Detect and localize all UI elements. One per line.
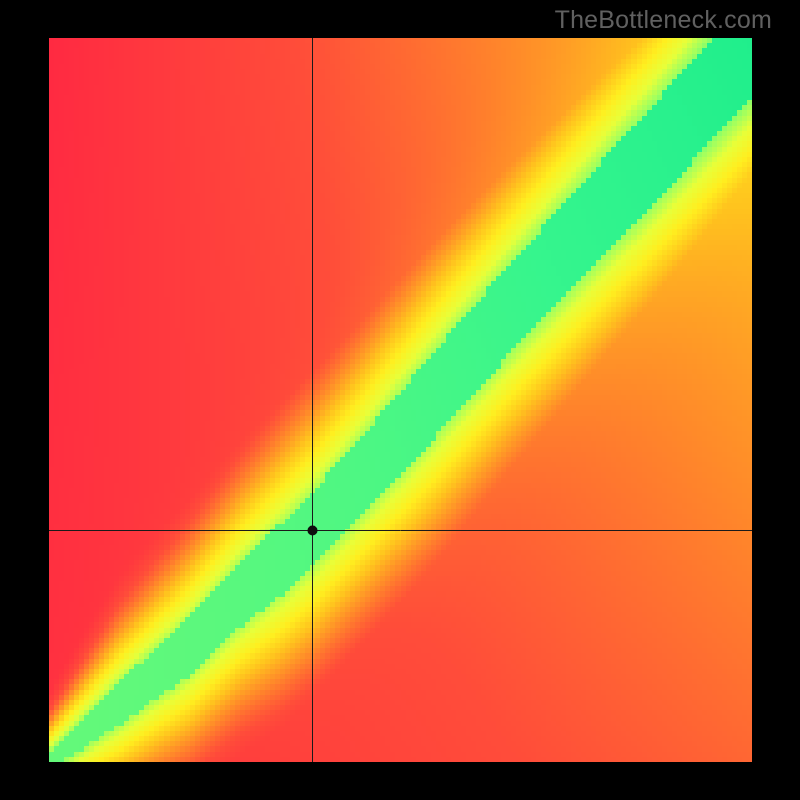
- watermark-label: TheBottleneck.com: [555, 6, 772, 35]
- chart-frame: TheBottleneck.com: [0, 0, 800, 800]
- bottleneck-heatmap: [49, 38, 752, 762]
